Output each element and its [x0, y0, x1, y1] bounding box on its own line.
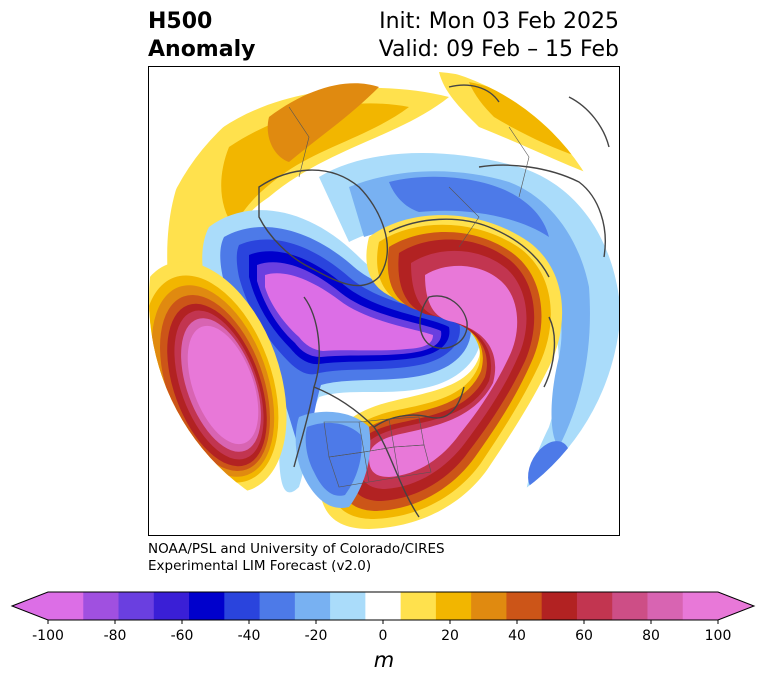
- anomaly-map-graphic: [149, 67, 619, 535]
- colorbar-swatch: [224, 592, 261, 620]
- colorbar-tick-label: -60: [170, 628, 194, 644]
- credit-line-1: NOAA/PSL and University of Colorado/CIRE…: [148, 541, 445, 557]
- colorbar-tick-label: 40: [508, 628, 526, 644]
- colorbar-swatch: [153, 592, 190, 620]
- colorbar-swatch: [400, 592, 437, 620]
- colorbar-swatch: [506, 592, 543, 620]
- colorbar-swatch: [330, 592, 366, 620]
- colorbar-swatch: [647, 592, 684, 620]
- colorbar-tick-label: -100: [32, 628, 64, 644]
- colorbar-swatch: [612, 592, 648, 620]
- colorbar-unit: m: [373, 648, 395, 672]
- valid-dates: Valid: 09 Feb – 15 Feb: [378, 37, 619, 62]
- colorbar-tick-label: 80: [642, 628, 660, 644]
- state-borders: [288, 106, 530, 488]
- colorbar: [10, 591, 756, 624]
- map-credit: NOAA/PSL and University of Colorado/CIRE…: [148, 541, 445, 575]
- colorbar-tick-label: 60: [575, 628, 593, 644]
- colorbar-swatch: [83, 592, 120, 620]
- colorbar-tick-label: -40: [237, 628, 261, 644]
- colorbar-ticks: -100 -80 -60 -40 -20 0 20 40 60 80 100: [0, 628, 768, 648]
- colorbar-swatch: [541, 592, 578, 620]
- title-variable: H500: [148, 9, 213, 34]
- colorbar-swatch: [435, 592, 472, 620]
- colorbar-swatch: [294, 592, 331, 620]
- colorbar-swatch: [259, 592, 296, 620]
- colorbar-swatch: [118, 592, 155, 620]
- credit-line-2: Experimental LIM Forecast (v2.0): [148, 558, 372, 574]
- colorbar-swatch: [576, 592, 613, 620]
- colorbar-tick-label: -20: [304, 628, 328, 644]
- colorbar-tick-label: 0: [378, 628, 388, 644]
- colorbar-under-arrow: [12, 592, 48, 620]
- colorbar-tick-label: 100: [704, 628, 732, 644]
- init-date: Init: Mon 03 Feb 2025: [379, 9, 619, 34]
- colorbar-over-arrow: [718, 592, 754, 620]
- colorbar-swatch: [48, 592, 84, 620]
- colorbar-tick-label: -80: [103, 628, 127, 644]
- coastlines: [258, 84, 610, 518]
- map-title: H500 Anomaly: [148, 8, 255, 64]
- forecast-dates: Init: Mon 03 Feb 2025 Valid: 09 Feb – 15…: [379, 8, 619, 64]
- colorbar-swatch: [682, 592, 719, 620]
- anomaly-map: [148, 66, 620, 536]
- colorbar-swatch: [189, 592, 225, 620]
- colorbar-swatch: [471, 592, 507, 620]
- colorbar-swatch: [365, 592, 402, 620]
- title-field: Anomaly: [148, 37, 256, 62]
- colorbar-tick-label: 20: [441, 628, 459, 644]
